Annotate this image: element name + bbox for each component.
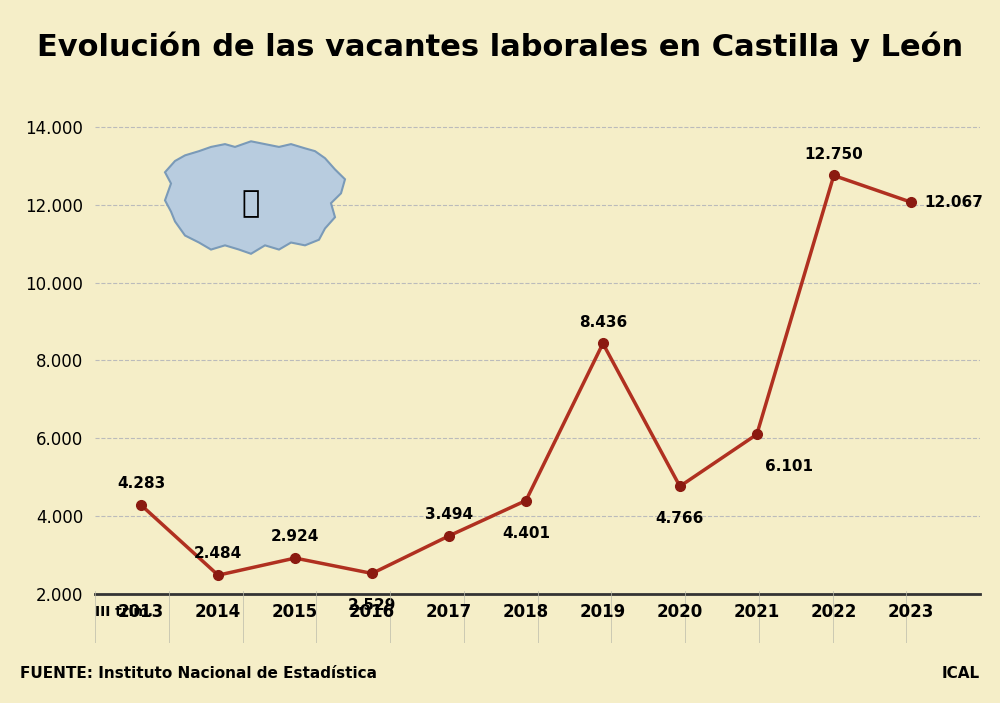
Text: 3.494: 3.494 bbox=[425, 507, 473, 522]
Text: 2022: 2022 bbox=[811, 602, 857, 621]
Polygon shape bbox=[165, 141, 345, 254]
Text: 🪑: 🪑 bbox=[242, 188, 260, 218]
Text: 2017: 2017 bbox=[426, 602, 472, 621]
Text: 2019: 2019 bbox=[580, 602, 626, 621]
Text: 2.924: 2.924 bbox=[271, 529, 319, 544]
Text: 2018: 2018 bbox=[503, 602, 549, 621]
Text: 2013: 2013 bbox=[118, 602, 164, 621]
Text: 2014: 2014 bbox=[195, 602, 241, 621]
Text: 2021: 2021 bbox=[734, 602, 780, 621]
Text: III trim.: III trim. bbox=[95, 605, 153, 619]
Text: ICAL: ICAL bbox=[942, 666, 980, 681]
Text: 2020: 2020 bbox=[657, 602, 703, 621]
Text: 4.401: 4.401 bbox=[502, 526, 550, 541]
Text: 6.101: 6.101 bbox=[765, 459, 813, 475]
Text: 12.750: 12.750 bbox=[804, 147, 863, 162]
Text: 12.067: 12.067 bbox=[925, 195, 984, 209]
Text: 4.283: 4.283 bbox=[117, 476, 165, 491]
Text: 4.766: 4.766 bbox=[656, 511, 704, 527]
Text: 2016: 2016 bbox=[349, 602, 395, 621]
Text: 2.529: 2.529 bbox=[348, 598, 396, 614]
Text: 2.484: 2.484 bbox=[194, 546, 242, 561]
Text: 2023: 2023 bbox=[888, 602, 934, 621]
Text: FUENTE: Instituto Nacional de Estadística: FUENTE: Instituto Nacional de Estadístic… bbox=[20, 666, 377, 681]
Text: 8.436: 8.436 bbox=[579, 314, 627, 330]
Text: 2015: 2015 bbox=[272, 602, 318, 621]
Text: Evolución de las vacantes laborales en Castilla y León: Evolución de las vacantes laborales en C… bbox=[37, 32, 963, 62]
